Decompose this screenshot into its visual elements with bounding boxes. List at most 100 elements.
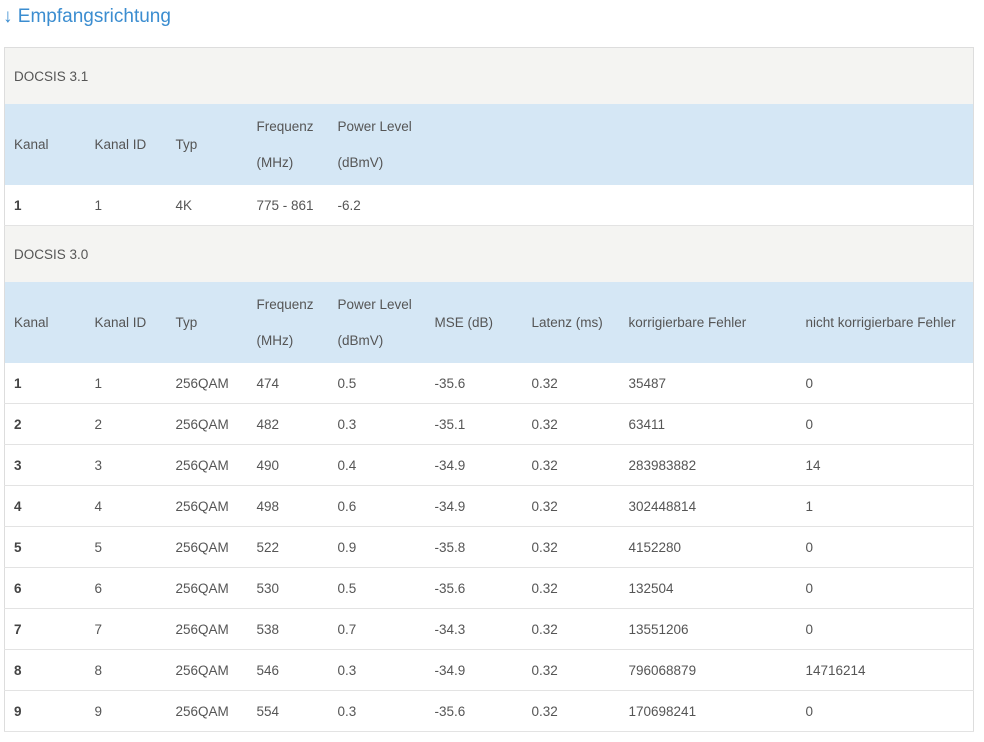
cell: 256QAM — [166, 485, 248, 527]
cell: 302448814 — [619, 485, 797, 527]
data-row: 1 1 256QAM 474 0.5 -35.6 0.32 35487 0 — [4, 363, 974, 404]
cell: 1 — [4, 185, 86, 226]
cell: -35.6 — [425, 363, 523, 404]
cell: 14 — [796, 444, 974, 486]
cell: 8 — [85, 649, 167, 691]
cell: 0.32 — [522, 363, 620, 404]
header-row: Kanal Kanal ID Typ Frequenz (MHz) Power Level… — [4, 282, 974, 363]
cell: 498 — [247, 485, 329, 527]
data-table: DOCSIS 3.1 Kanal Kanal ID Typ Frequenz (MHz) P… — [4, 47, 975, 732]
cell: 0 — [796, 608, 974, 650]
data-row: 8 8 256QAM 546 0.3 -34.9 0.32 796068879 14716214 — [4, 649, 974, 691]
cell: 0.3 — [328, 649, 426, 691]
header-cell: MSE (dB) — [425, 282, 523, 363]
cell: 0 — [796, 403, 974, 445]
cell — [425, 185, 523, 226]
cell: 0.32 — [522, 649, 620, 691]
header-line: Power Level — [337, 296, 412, 312]
cell: 0.32 — [522, 444, 620, 486]
cell: 3 — [85, 444, 167, 486]
cell: 256QAM — [166, 567, 248, 609]
cell: 4K — [166, 185, 248, 226]
header-line: (dBmV) — [337, 332, 384, 348]
cell: 0 — [796, 690, 974, 732]
header-cell — [425, 104, 523, 185]
header-cell: Frequenz (MHz) — [247, 104, 329, 185]
cell: 0.7 — [328, 608, 426, 650]
header-line: (MHz) — [256, 154, 294, 170]
cell: 8 — [4, 649, 86, 691]
cell: 538 — [247, 608, 329, 650]
cell: 7 — [4, 608, 86, 650]
header-cell: Kanal ID — [85, 104, 167, 185]
cell: 0.5 — [328, 567, 426, 609]
cell: 775 - 861 — [247, 185, 329, 226]
header-cell: Kanal — [4, 104, 86, 185]
header-line: Frequenz — [256, 296, 314, 312]
cell: 0.9 — [328, 526, 426, 568]
header-cell — [522, 104, 620, 185]
cell: 0.3 — [328, 690, 426, 732]
cell: 7 — [85, 608, 167, 650]
cell: 63411 — [619, 403, 797, 445]
data-row: 9 9 256QAM 554 0.3 -35.6 0.32 170698241 0 — [4, 690, 974, 732]
cell: -35.6 — [425, 567, 523, 609]
cell: 1 — [85, 185, 167, 226]
cell: 0 — [796, 526, 974, 568]
cell: -34.3 — [425, 608, 523, 650]
cell: 35487 — [619, 363, 797, 404]
cell: 283983882 — [619, 444, 797, 486]
cell: 5 — [85, 526, 167, 568]
cell: 0.3 — [328, 403, 426, 445]
cell: 170698241 — [619, 690, 797, 732]
cell: 0.4 — [328, 444, 426, 486]
cell: 0.32 — [522, 690, 620, 732]
cell: -6.2 — [328, 185, 426, 226]
cell — [619, 185, 797, 226]
cell: 6 — [85, 567, 167, 609]
cell: 0 — [796, 567, 974, 609]
data-row: 5 5 256QAM 522 0.9 -35.8 0.32 4152280 0 — [4, 526, 974, 568]
header-cell — [619, 104, 797, 185]
cell: 490 — [247, 444, 329, 486]
cell: 9 — [85, 690, 167, 732]
cell: 1 — [796, 485, 974, 527]
cell: 13551206 — [619, 608, 797, 650]
header-cell: Kanal ID — [85, 282, 167, 363]
data-row: 2 2 256QAM 482 0.3 -35.1 0.32 63411 0 — [4, 403, 974, 445]
cell: 2 — [4, 403, 86, 445]
cell: -35.1 — [425, 403, 523, 445]
cell: 0.32 — [522, 485, 620, 527]
header-cell: Typ — [166, 282, 248, 363]
cell: 0 — [796, 363, 974, 404]
cell: 530 — [247, 567, 329, 609]
cell: 554 — [247, 690, 329, 732]
cell: 256QAM — [166, 526, 248, 568]
section-row: DOCSIS 3.0 — [4, 225, 974, 282]
data-row: 6 6 256QAM 530 0.5 -35.6 0.32 132504 0 — [4, 567, 974, 609]
header-line: Power Level — [337, 118, 412, 134]
cell: -34.9 — [425, 444, 523, 486]
cell — [522, 185, 620, 226]
section-row: DOCSIS 3.1 — [4, 47, 974, 104]
data-row: 1 1 4K 775 - 861 -6.2 — [4, 185, 974, 226]
cell: 1 — [4, 363, 86, 404]
cell: 256QAM — [166, 363, 248, 404]
cell: 1 — [85, 363, 167, 404]
header-cell: Power Level (dBmV) — [328, 104, 426, 185]
header-line: (dBmV) — [337, 154, 384, 170]
cell: 4152280 — [619, 526, 797, 568]
header-line: (MHz) — [256, 332, 294, 348]
cell: 0.5 — [328, 363, 426, 404]
header-cell: Latenz (ms) — [522, 282, 620, 363]
cell: -35.6 — [425, 690, 523, 732]
cell: -35.8 — [425, 526, 523, 568]
cell: 2 — [85, 403, 167, 445]
data-row: 3 3 256QAM 490 0.4 -34.9 0.32 283983882 14 — [4, 444, 974, 486]
page-title: ↓ Empfangsrichtung — [3, 6, 171, 27]
cell: 3 — [4, 444, 86, 486]
cell: 256QAM — [166, 608, 248, 650]
header-cell: Power Level (dBmV) — [328, 282, 426, 363]
data-row: 7 7 256QAM 538 0.7 -34.3 0.32 13551206 0 — [4, 608, 974, 650]
